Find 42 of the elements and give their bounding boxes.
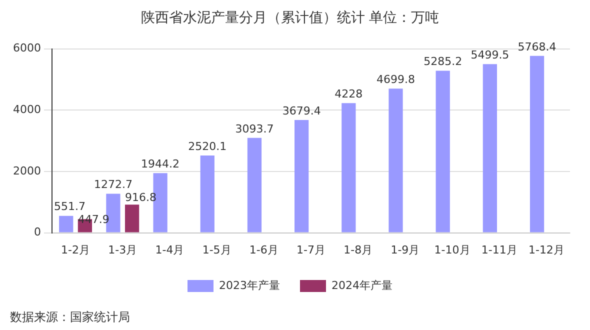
- data-label: 3093.7: [235, 122, 274, 136]
- data-label: 916.8: [124, 191, 156, 204]
- x-tick-label: 1-3月: [108, 243, 138, 256]
- x-tick-label: 1-7月: [296, 243, 326, 256]
- y-tick-label: 4000: [12, 102, 41, 116]
- bar: [200, 156, 214, 232]
- x-tick-label: 1-9月: [390, 243, 420, 256]
- bar: [482, 64, 498, 232]
- data-label: 5768.4: [518, 40, 556, 54]
- bar: [59, 216, 74, 232]
- bar: [124, 204, 140, 232]
- x-tick-label: 1-11月: [481, 243, 518, 256]
- data-label: 1272.7: [94, 178, 132, 192]
- data-label: 5285.2: [424, 55, 462, 68]
- data-label: 447.9: [78, 213, 110, 226]
- x-tick-label: 1-8月: [344, 243, 373, 256]
- data-label: 1944.2: [141, 158, 180, 171]
- y-tick-label: 2000: [12, 164, 41, 178]
- data-label: 551.7: [54, 200, 86, 214]
- bar: [342, 103, 356, 232]
- bar: [388, 88, 403, 232]
- source-note: 数据来源：国家统计局: [10, 310, 130, 324]
- legend-label: 2023年产量: [219, 278, 280, 292]
- x-tick-label: 1-4月: [155, 243, 184, 256]
- bar: [247, 138, 262, 232]
- y-tick-label: 0: [34, 226, 41, 239]
- x-tick-label: 1-10月: [434, 243, 470, 256]
- x-tick-label: 1-12月: [528, 243, 564, 256]
- x-tick-label: 1-5月: [202, 243, 232, 256]
- y-tick-label: 6000: [12, 42, 41, 55]
- bar: [294, 120, 309, 232]
- data-label: 2520.1: [188, 140, 227, 153]
- x-tick-label: 1-6月: [249, 243, 278, 256]
- bar: [530, 56, 544, 232]
- x-tick-label: 1-2月: [61, 243, 90, 256]
- data-label: 4228: [334, 88, 363, 100]
- bar: [436, 70, 450, 232]
- data-label: 3679.4: [282, 104, 321, 118]
- data-label: 4699.8: [376, 73, 416, 86]
- data-label: 5499.5: [470, 48, 510, 62]
- legend-label: 2024年产量: [332, 278, 392, 292]
- chart-title: 陕西省水泥产量分月（累计值）统计 单位：万吨: [140, 10, 440, 26]
